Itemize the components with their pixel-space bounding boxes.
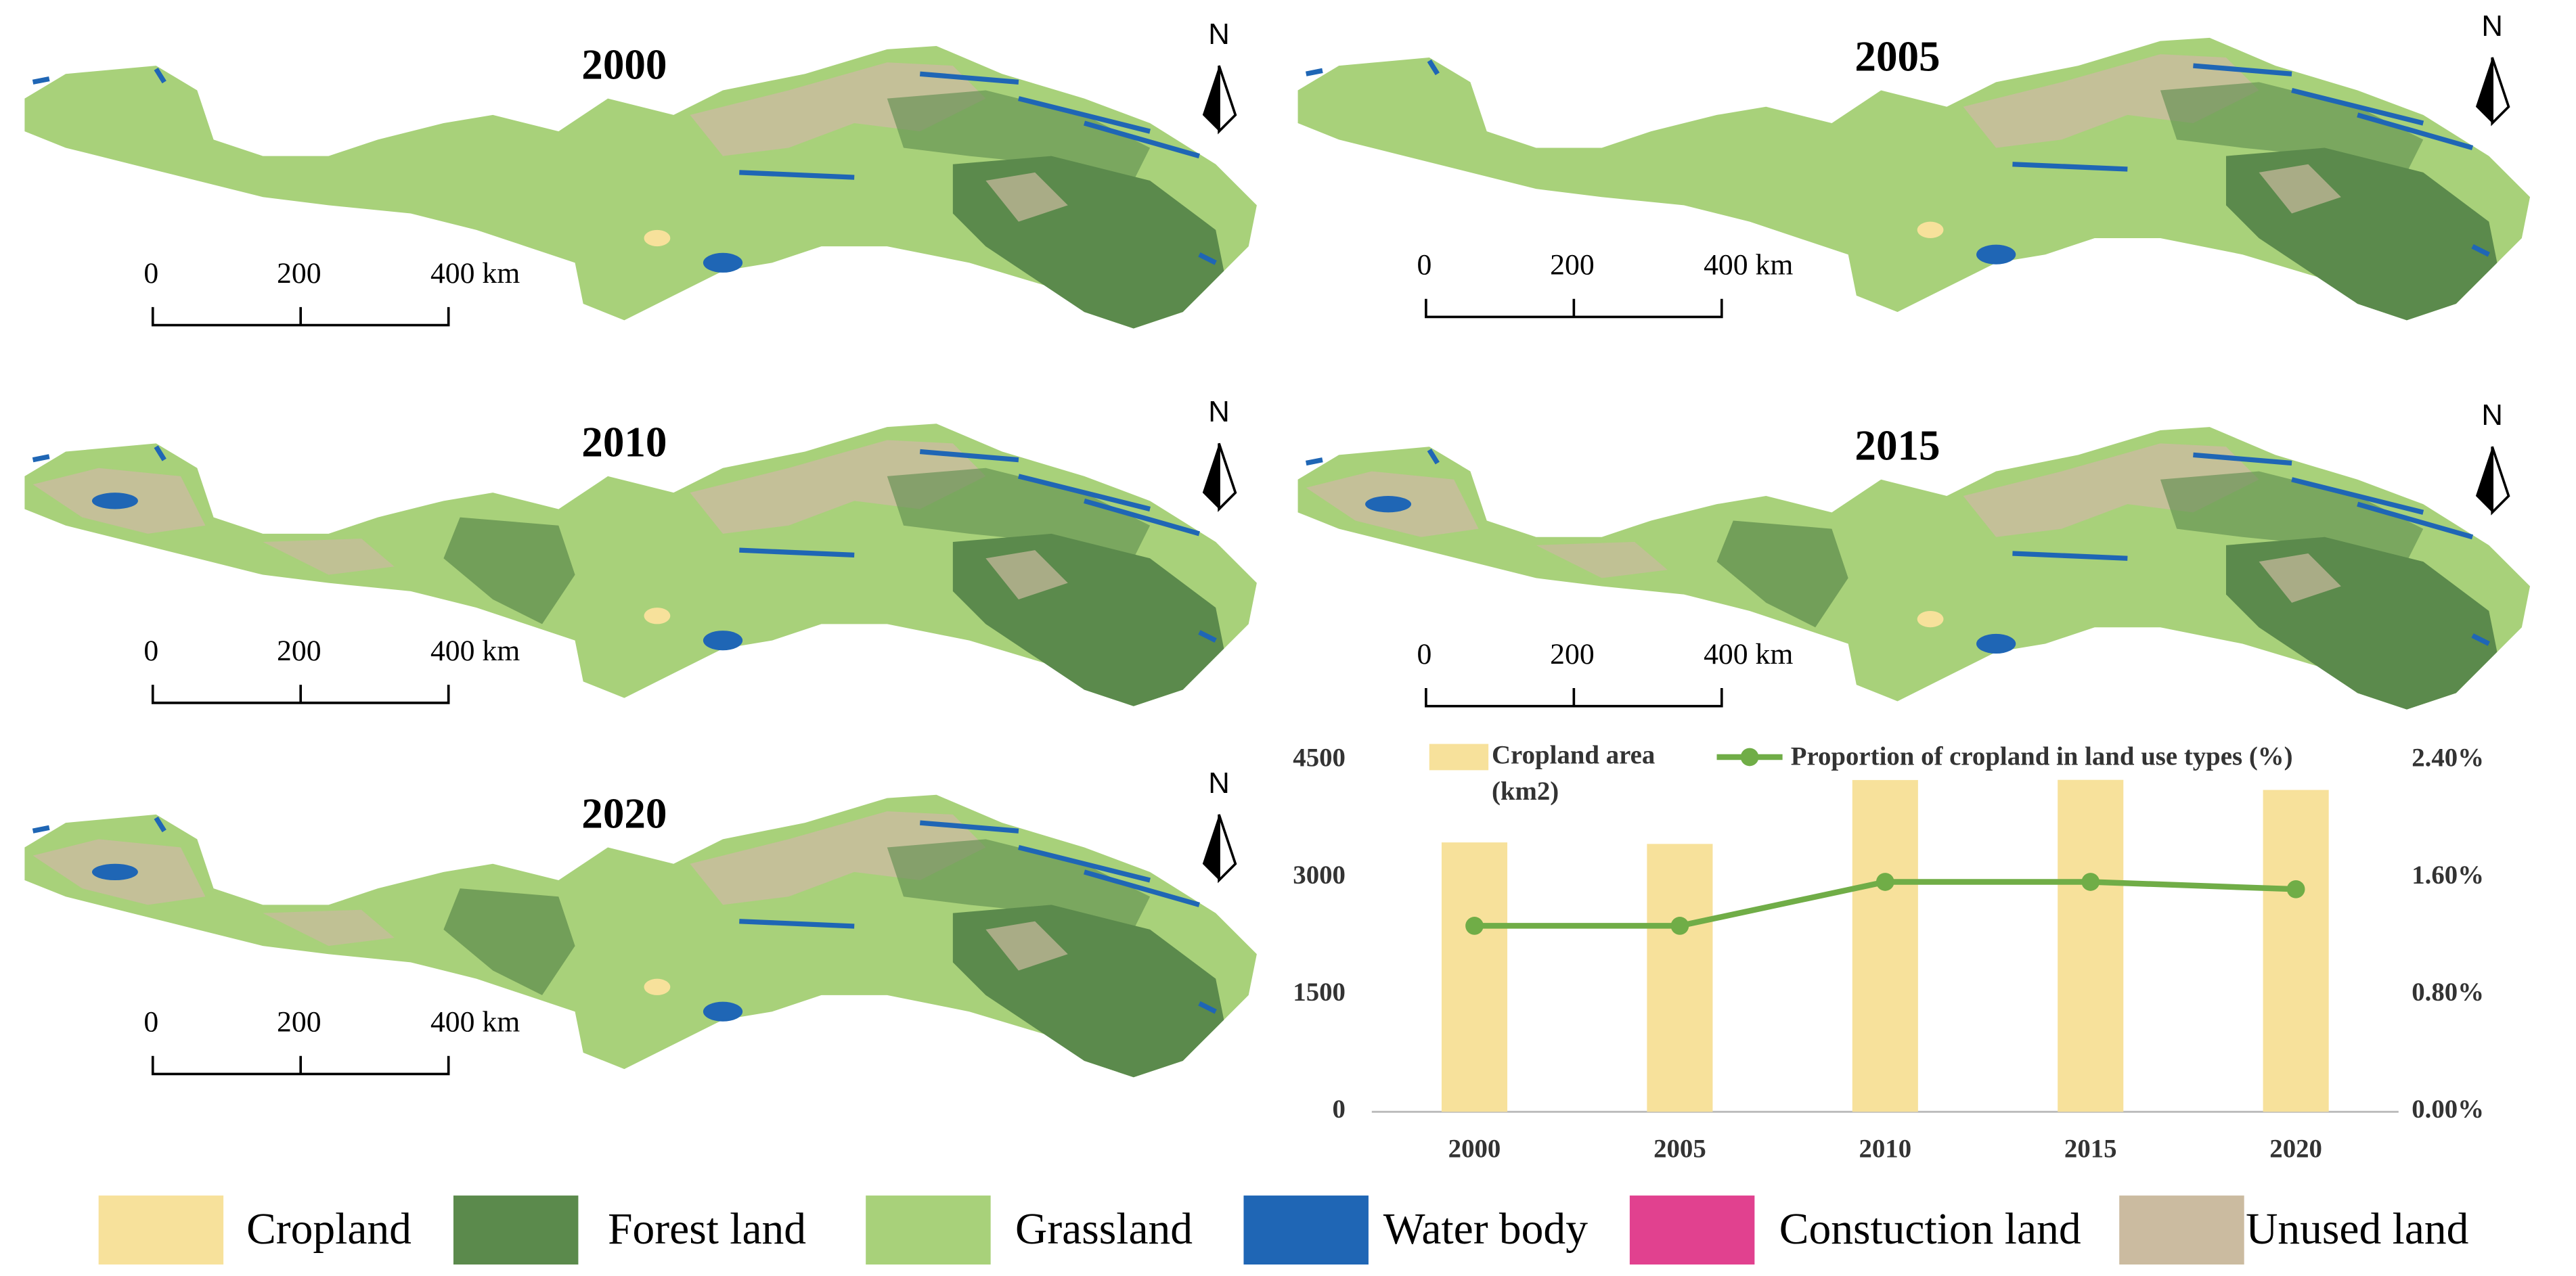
map-title: 2020 <box>581 790 667 837</box>
line-point <box>1465 917 1484 935</box>
north-arrow <box>2474 445 2510 514</box>
map-title: 2010 <box>581 419 667 466</box>
bar <box>1441 842 1508 1112</box>
legend-label: Grassland <box>1015 1205 1193 1254</box>
legend-swatch <box>453 1195 579 1265</box>
legend-label: Cropland <box>246 1205 412 1254</box>
north-label: N <box>2481 9 2503 43</box>
scale-bar <box>151 685 450 704</box>
x-tick-label: 2000 <box>1448 1134 1501 1163</box>
scale-label: 200 <box>277 257 321 290</box>
map-panel: 2015 N 0 200 400 km <box>1298 398 2530 710</box>
y2-tick-label: 0.00% <box>2412 1095 2484 1124</box>
legend-swatch <box>1429 744 1489 771</box>
x-tick-label: 2015 <box>2064 1134 2117 1163</box>
scale-bar <box>1425 688 1723 708</box>
legend-label: Water body <box>1383 1205 1588 1254</box>
map-region <box>24 795 1256 1077</box>
bar <box>2263 790 2329 1112</box>
scale-bar <box>1425 298 1723 319</box>
scale-label: 200 <box>277 1006 321 1039</box>
x-tick-label: 2020 <box>2269 1134 2322 1163</box>
map-panel: 2005 N 0 200 400 km <box>1298 9 2530 321</box>
scale-label: 0 <box>143 635 158 667</box>
line-point <box>1875 873 1894 891</box>
legend-label-box: Cropland area (km2) <box>1491 742 1656 806</box>
y2-tick-label: 1.60% <box>2412 861 2484 890</box>
legend-swatch <box>866 1195 991 1265</box>
legend-swatch <box>1243 1195 1369 1265</box>
map-panel: 2020 N 0 200 400 km <box>24 767 1256 1078</box>
legend-label: Forest land <box>608 1205 806 1254</box>
map-title: 2005 <box>1855 32 1940 80</box>
scale-label: 400 km <box>430 635 520 667</box>
map-title: 2000 <box>581 41 667 88</box>
north-label: N <box>2481 398 2503 432</box>
legend-marker <box>1740 748 1759 767</box>
legend-label: Cropland area (km2) <box>1491 742 1656 806</box>
y-tick-label: 1500 <box>1293 978 1346 1007</box>
legend: Cropland Forest land Grassland Water body Co… <box>98 1195 2468 1265</box>
bar <box>1852 779 1918 1112</box>
north-arrow <box>1201 442 1237 511</box>
north-arrow <box>1201 64 1237 133</box>
y-tick-label: 3000 <box>1293 861 1346 890</box>
map-title: 2015 <box>1855 422 1940 470</box>
y-tick-label: 4500 <box>1293 744 1346 773</box>
legend-label: Proportion of cropland in land use types… <box>1791 742 2293 771</box>
bar <box>1647 844 1713 1112</box>
line-point <box>1670 917 1689 935</box>
scale-label: 0 <box>143 1006 158 1039</box>
scale-label: 0 <box>1417 638 1432 670</box>
north-label: N <box>1208 395 1230 428</box>
y2-tick-label: 2.40% <box>2412 744 2484 773</box>
legend-label: Constuction land <box>1779 1205 2081 1254</box>
map-region <box>24 424 1256 706</box>
map-region <box>1298 427 2530 709</box>
scale-label: 200 <box>1550 638 1595 670</box>
map-panel: 2010 N 0 200 400 km <box>24 395 1256 706</box>
legend-label: Unused land <box>2246 1205 2468 1254</box>
scale-label: 0 <box>143 257 158 290</box>
x-tick-label: 2010 <box>1859 1134 1911 1163</box>
north-label: N <box>1208 18 1230 51</box>
y-tick-label: 0 <box>1333 1095 1346 1124</box>
bar <box>2058 779 2124 1112</box>
north-arrow <box>2474 56 2510 124</box>
scale-label: 0 <box>1417 249 1432 281</box>
x-tick-label: 2005 <box>1653 1134 1706 1163</box>
scale-label: 400 km <box>1704 638 1793 670</box>
north-label: N <box>1208 767 1230 800</box>
scale-label: 200 <box>1550 249 1595 281</box>
legend-swatch <box>2119 1195 2244 1265</box>
scale-bar <box>151 306 450 327</box>
scale-label: 200 <box>277 635 321 667</box>
scale-label: 400 km <box>430 1006 520 1039</box>
chart: 0 1500 3000 4500 0.00% 0.80% 1.60% 2.40% 2000 200… <box>1293 742 2484 1163</box>
map-panel: 2000 N 0 200 400 km <box>24 18 1256 329</box>
line-point <box>2286 880 2305 898</box>
map-region <box>24 46 1256 328</box>
line-point <box>2081 873 2100 891</box>
scale-label: 400 km <box>1704 249 1793 281</box>
legend-swatch <box>98 1195 224 1265</box>
y2-tick-label: 0.80% <box>2412 978 2484 1007</box>
north-arrow <box>1201 813 1237 882</box>
scale-label: 400 km <box>430 257 520 290</box>
scale-bar <box>151 1055 450 1076</box>
legend-swatch <box>1629 1195 1755 1265</box>
map-region <box>1298 38 2530 320</box>
